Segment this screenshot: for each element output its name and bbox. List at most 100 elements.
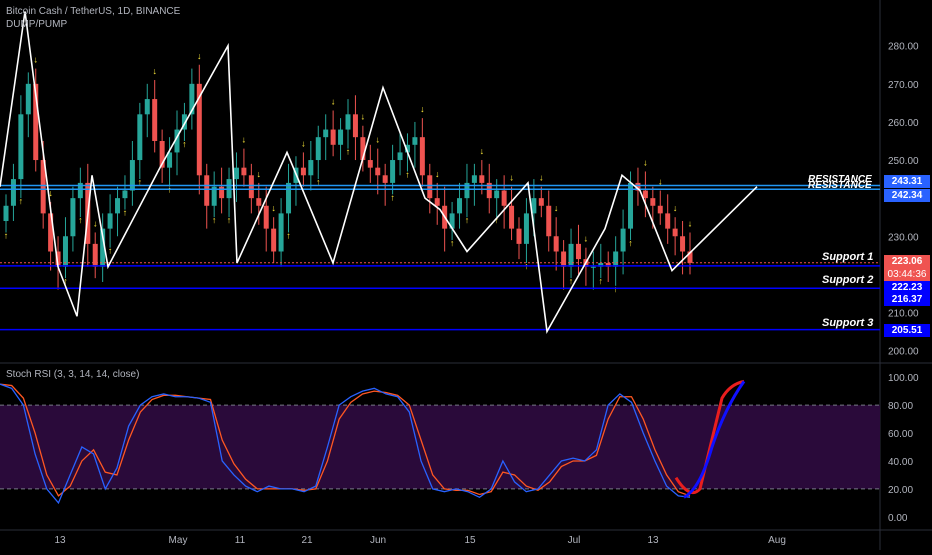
support-2-price: 216.37: [884, 293, 930, 306]
candle-body: [494, 190, 500, 199]
signal-down-arrow: ↓: [197, 51, 202, 61]
signal-down-arrow: ↓: [539, 173, 544, 183]
candle-body: [628, 182, 634, 229]
signal-down-arrow: ↓: [375, 135, 380, 145]
candle-body: [33, 83, 39, 161]
rsi-tick-label: 0.00: [888, 513, 908, 524]
candle-body: [345, 114, 351, 130]
signal-down-arrow: ↓: [257, 169, 262, 179]
signal-up-arrow: ↑: [450, 238, 455, 248]
time-tick-label: 13: [647, 535, 659, 546]
time-tick-label: May: [169, 535, 188, 546]
candle-body: [590, 266, 596, 268]
candle-body: [107, 213, 113, 229]
signal-up-arrow: ↑: [569, 276, 574, 286]
signal-up-arrow: ↑: [212, 215, 217, 225]
signal-down-arrow: ↓: [509, 173, 514, 183]
time-tick-label: Jul: [568, 535, 581, 546]
candle-body: [189, 83, 195, 115]
candle-body: [509, 205, 515, 229]
candle-body: [635, 182, 641, 191]
time-tick-label: Jun: [370, 535, 386, 546]
candle-body: [308, 160, 314, 176]
candle-body: [40, 160, 46, 214]
candle-body: [427, 175, 433, 199]
rsi-band: [0, 405, 880, 489]
signal-down-arrow: ↓: [331, 97, 336, 107]
candle-body: [338, 129, 344, 145]
stoch-rsi-d-line: [0, 383, 691, 497]
candle-body: [352, 114, 358, 138]
candle-body: [248, 175, 254, 199]
candle-body: [434, 198, 440, 206]
signal-up-arrow: ↑: [78, 215, 83, 225]
candle-body: [204, 175, 210, 206]
resistance-2-price: 242.34: [884, 189, 930, 202]
price-tick-label: 200.00: [888, 347, 919, 358]
candle-body: [315, 137, 321, 161]
signal-up-arrow: ↑: [599, 276, 604, 286]
candle-body: [167, 152, 173, 168]
signal-up-arrow: ↑: [63, 276, 68, 286]
candle-body: [538, 198, 544, 206]
signal-down-arrow: ↓: [554, 203, 559, 213]
candle-body: [598, 262, 604, 267]
candle-body: [25, 83, 31, 115]
signal-up-arrow: ↑: [19, 196, 24, 206]
signal-down-arrow: ↓: [271, 203, 276, 213]
current-price: 223.06: [884, 255, 930, 268]
candle-body: [137, 114, 143, 161]
candle-body: [278, 213, 284, 252]
candle-body: [687, 251, 693, 263]
candle-body: [553, 236, 559, 252]
price-tick-label: 250.00: [888, 156, 919, 167]
indicator-title: DUMP/PUMP: [6, 19, 68, 30]
candle-body: [62, 236, 68, 267]
candle-body: [620, 228, 626, 252]
signal-up-arrow: ↑: [405, 169, 410, 179]
candle-body: [10, 179, 16, 206]
signal-up-arrow: ↑: [316, 177, 321, 187]
symbol-title: Bitcoin Cash / TetherUS, 1D, BINANCE: [6, 6, 181, 17]
signal-down-arrow: ↓: [688, 218, 693, 228]
rsi-tick-label: 80.00: [888, 401, 913, 412]
candle-body: [546, 205, 552, 237]
resistance-label-1: RESISTANCE: [808, 174, 872, 185]
signal-down-arrow: ↓: [420, 104, 425, 114]
candle-body: [174, 129, 180, 153]
candle-body: [367, 160, 373, 168]
candle-body: [219, 186, 225, 199]
signal-down-arrow: ↓: [643, 157, 648, 167]
candle-body: [516, 228, 522, 244]
resistance-label-2: RESISTANCE: [808, 180, 872, 191]
candle-body: [665, 213, 671, 229]
signal-up-arrow: ↑: [182, 139, 187, 149]
candle-body: [55, 251, 61, 267]
candle-body: [70, 198, 76, 237]
rsi-tick-label: 20.00: [888, 485, 913, 496]
candle-body: [271, 228, 277, 252]
candle-body: [449, 213, 455, 229]
time-tick-label: 11: [235, 535, 246, 546]
candle-body: [650, 198, 656, 206]
candle-body: [330, 129, 336, 145]
price-tick-label: 210.00: [888, 308, 919, 319]
candle-body: [523, 213, 529, 244]
candle-body: [404, 144, 410, 153]
signal-up-arrow: ↑: [123, 208, 128, 218]
candle-body: [92, 243, 98, 267]
candle-body: [501, 190, 507, 206]
candle-body: [657, 205, 663, 214]
signal-up-arrow: ↑: [390, 192, 395, 202]
price-tick-label: 230.00: [888, 232, 919, 243]
signal-up-arrow: ↑: [628, 238, 633, 248]
signal-down-arrow: ↓: [93, 218, 98, 228]
rsi-tick-label: 60.00: [888, 429, 913, 440]
signal-down-arrow: ↓: [242, 135, 247, 145]
price-tick-label: 260.00: [888, 118, 919, 129]
candle-body: [486, 182, 492, 199]
candle-body: [144, 99, 150, 115]
candle-body: [397, 152, 403, 161]
